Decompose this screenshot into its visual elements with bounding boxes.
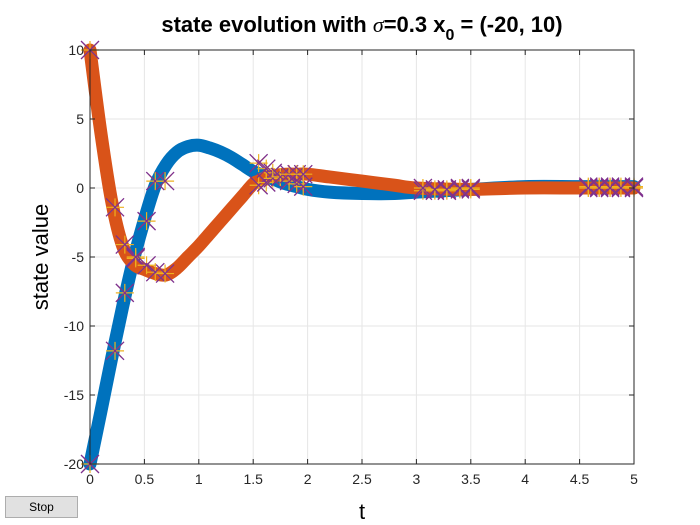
event-cross-marker [263, 168, 283, 188]
series-line-1 [83, 138, 641, 471]
y-tick-label: -20 [64, 456, 84, 472]
y-tick-label: -10 [64, 318, 84, 334]
y-tick-label: 10 [68, 42, 84, 58]
event-cross-marker [413, 178, 433, 198]
event-cross-marker [145, 171, 165, 191]
event-cross-marker [137, 255, 157, 275]
series-group [83, 43, 641, 471]
x-tick-label: 3 [413, 471, 421, 487]
event-cross-marker [115, 235, 135, 255]
y-tick-label: 0 [76, 180, 84, 196]
event-cross-marker [155, 264, 175, 284]
x-tick-label: 2 [304, 471, 312, 487]
event-cross-marker [293, 164, 313, 184]
ticks: 0 0.5 1 1.5 2 2.5 3 3.5 4 4.5 5 -20 -15 -10 -5 0 5 10 [64, 42, 638, 487]
stop-button[interactable]: Stop [5, 496, 78, 518]
event-cross-marker [155, 171, 175, 191]
x-tick-label: 4 [521, 471, 529, 487]
chart-title: state evolution with σ=0.3 x0 = (-20, 10… [161, 12, 562, 44]
event-cross-marker [115, 283, 135, 303]
series-line-2 [83, 43, 641, 282]
x-tick-label: 2.5 [352, 471, 372, 487]
event-cross-marker [249, 175, 269, 195]
y-tick-label: 5 [76, 111, 84, 127]
x-tick-label: 1.5 [243, 471, 263, 487]
event-cross-marker [126, 247, 146, 267]
y-tick-label: -5 [72, 249, 85, 265]
x-tick-label: 0.5 [135, 471, 155, 487]
x-tick-label: 3.5 [461, 471, 481, 487]
y-tick-label: -15 [64, 387, 84, 403]
y-axis-label: state value [28, 204, 53, 310]
x-tick-label: 0 [86, 471, 94, 487]
event-cross-marker [461, 178, 481, 198]
event-cross-marker [105, 197, 125, 217]
x-tick-label: 5 [630, 471, 638, 487]
event-cross-marker [105, 341, 125, 361]
event-cross-marker [137, 211, 157, 231]
x-axis-label: t [359, 499, 365, 524]
x-tick-label: 4.5 [570, 471, 590, 487]
x-tick-label: 1 [195, 471, 203, 487]
